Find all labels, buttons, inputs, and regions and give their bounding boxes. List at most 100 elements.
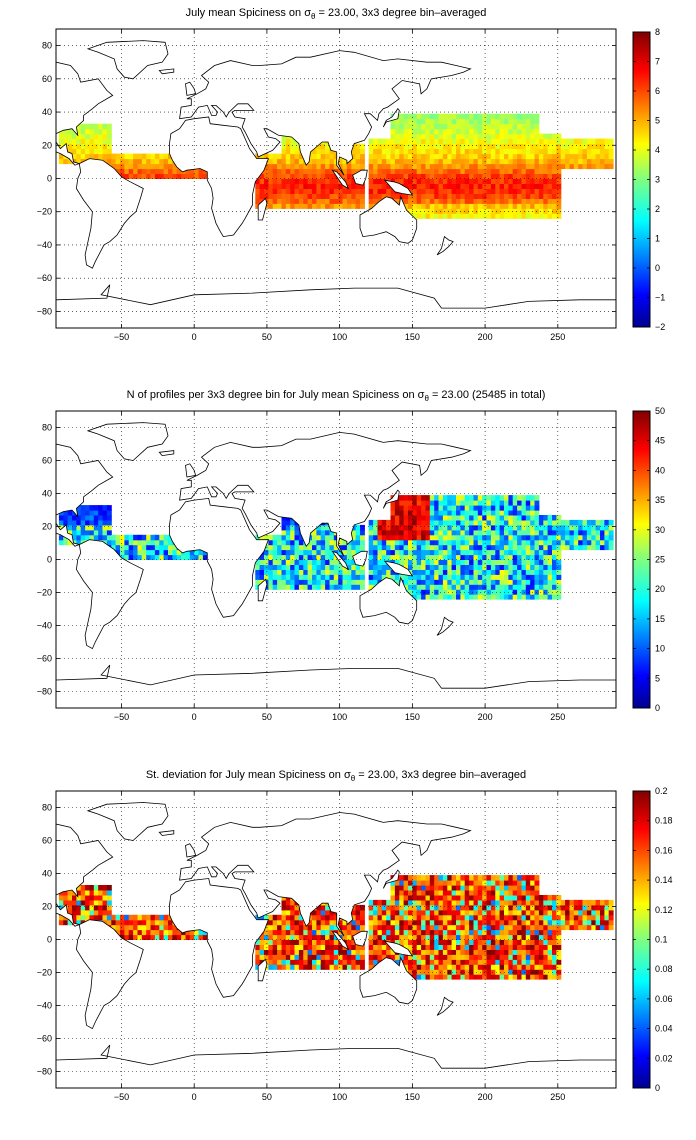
data-cell: [325, 529, 330, 536]
data-cell: [408, 178, 413, 184]
data-cell: [556, 143, 562, 150]
data-cell: [482, 203, 488, 209]
x-tick-label: 200: [478, 712, 493, 722]
data-cell: [495, 569, 501, 575]
data-cell: [451, 500, 457, 506]
data-cell: [464, 148, 470, 155]
data-cell: [259, 183, 265, 189]
data-cell: [425, 148, 431, 155]
data-cell: [421, 148, 426, 155]
data-cell: [168, 934, 173, 940]
data-cell: [530, 890, 536, 896]
data-cell: [368, 934, 374, 940]
data-cell: [547, 515, 553, 521]
data-cell: [569, 163, 575, 170]
data-cell: [538, 564, 544, 570]
data-cell: [534, 213, 540, 219]
data-cell: [469, 198, 474, 204]
data-cell: [412, 880, 418, 886]
data-cell: [429, 143, 435, 150]
data-cell: [416, 939, 422, 945]
data-cell: [547, 559, 553, 565]
data-cell: [141, 934, 147, 940]
data-cell: [141, 544, 147, 551]
data-cell: [399, 875, 405, 881]
data-cell: [312, 924, 317, 931]
data-cell: [268, 163, 274, 170]
data-cell: [93, 524, 99, 531]
data-cell: [429, 909, 435, 916]
data-cell: [499, 949, 505, 955]
data-cell: [412, 899, 418, 906]
data-cell: [272, 544, 278, 551]
data-cell: [390, 880, 396, 886]
data-cell: [259, 534, 265, 541]
data-cell: [512, 969, 518, 975]
data-cell: [72, 539, 77, 546]
data-cell: [508, 198, 514, 204]
data-cell: [464, 594, 470, 600]
data-cell: [202, 173, 208, 179]
data-cell: [329, 909, 335, 916]
data-cell: [390, 539, 396, 546]
data-cell: [150, 168, 156, 174]
data-cell: [351, 924, 357, 931]
data-cell: [342, 554, 348, 560]
data-cell: [560, 148, 566, 155]
data-cell: [460, 594, 466, 600]
data-cell: [534, 534, 540, 541]
data-cell: [277, 914, 282, 921]
data-cell: [521, 594, 527, 600]
data-cell: [351, 564, 357, 570]
data-cell: [146, 158, 152, 165]
data-cell: [451, 589, 457, 595]
data-cell: [429, 178, 435, 184]
data-cell: [285, 579, 291, 585]
data-cell: [490, 168, 496, 174]
data-cell: [381, 163, 387, 170]
data-cell: [595, 153, 601, 160]
data-cell: [185, 554, 191, 560]
data-cell: [565, 524, 570, 531]
data-cell: [399, 519, 405, 526]
data-cell: [504, 183, 509, 189]
data-cell: [517, 944, 522, 950]
data-cell: [499, 974, 505, 980]
data-cell: [264, 168, 269, 174]
data-cell: [517, 584, 522, 590]
data-cell: [508, 143, 514, 150]
data-cell: [355, 579, 361, 585]
data-cell: [425, 875, 431, 881]
data-cell: [425, 519, 431, 526]
data-cell: [93, 505, 99, 511]
data-cell: [307, 569, 313, 575]
data-cell: [578, 539, 584, 546]
coastline: [436, 996, 454, 1016]
data-cell: [534, 564, 540, 570]
data-cell: [351, 183, 357, 189]
data-cell: [556, 964, 562, 970]
data-cell: [390, 524, 396, 531]
data-cell: [399, 113, 405, 120]
data-cell: [508, 954, 514, 960]
data-cell: [394, 954, 400, 960]
data-cell: [368, 178, 374, 184]
data-cell: [442, 909, 448, 916]
data-cell: [416, 574, 422, 580]
data-cell: [469, 123, 474, 130]
data-cell: [460, 934, 466, 940]
data-cell: [538, 158, 544, 165]
data-cell: [517, 904, 522, 911]
data-cell: [416, 168, 422, 174]
data-cell: [403, 895, 409, 901]
data-cell: [303, 549, 309, 556]
data-cell: [421, 544, 426, 551]
data-cell: [543, 203, 549, 209]
data-cell: [469, 934, 474, 940]
data-cell: [137, 158, 143, 165]
data-cell: [482, 909, 488, 916]
data-cell: [447, 183, 453, 189]
data-cell: [67, 524, 73, 531]
data-cell: [508, 510, 514, 516]
y-tick-label: −40: [37, 1001, 52, 1011]
